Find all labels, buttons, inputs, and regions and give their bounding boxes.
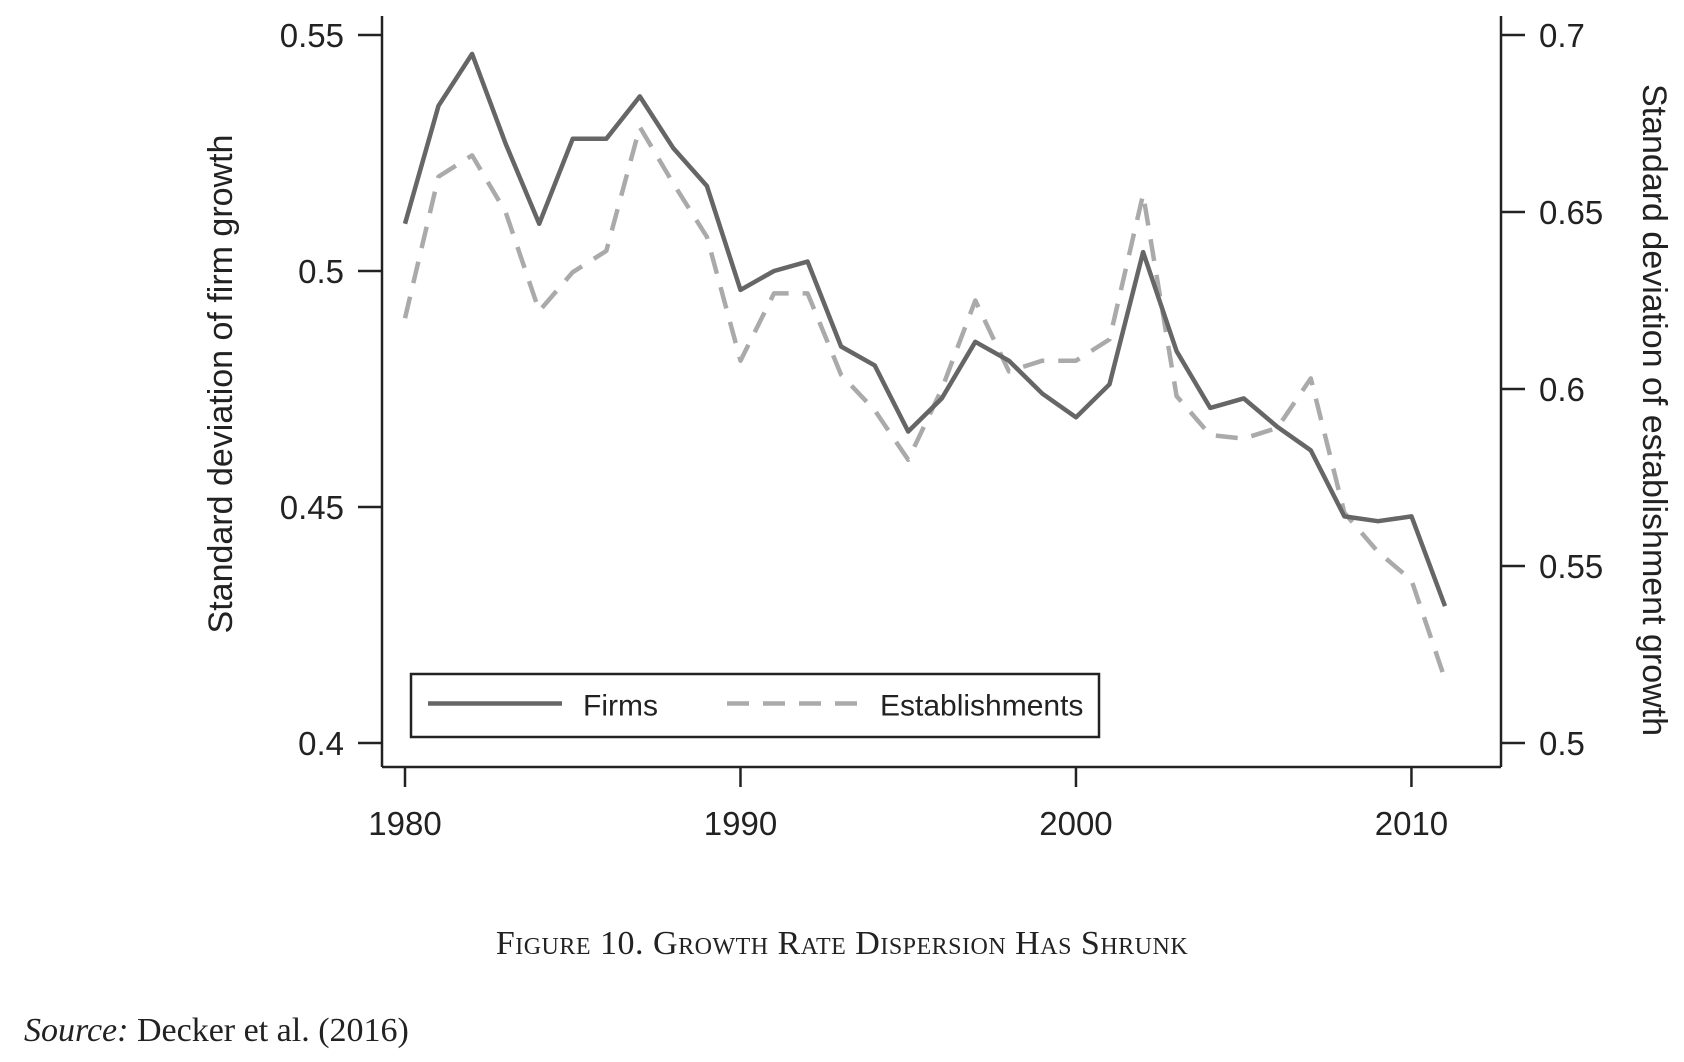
y-tick-label-left: 0.5 (298, 253, 344, 290)
series-layer (402, 51, 1448, 681)
y-tick-label-right: 0.7 (1539, 17, 1585, 54)
y-tick-label-left: 0.4 (298, 725, 344, 762)
y-axis-right-title: Standard deviation of establishment grow… (1635, 84, 1673, 736)
series-line-firms (402, 51, 1448, 607)
y-tick-label-left: 0.55 (280, 17, 344, 54)
y-tick-label-right: 0.55 (1539, 548, 1603, 585)
y-tick-label-right: 0.65 (1539, 194, 1603, 231)
y-tick-label-right: 0.5 (1539, 725, 1585, 762)
source-text: Decker et al. (2016) (128, 1012, 409, 1049)
x-tick-label: 2010 (1375, 805, 1448, 842)
chart: 1980 1990 2000 2010 0.4 0.45 0.5 0.55 0.5 0.55 0.6… (202, 16, 1673, 842)
series-line-establishments (402, 124, 1448, 681)
y-tick-label-left: 0.45 (280, 489, 344, 526)
x-tick-label: 2000 (1039, 805, 1112, 842)
y-axis-left-title: Standard deviation of firm growth (202, 135, 240, 634)
source-label: Source: (24, 1012, 129, 1049)
x-tick-label: 1980 (368, 805, 441, 842)
x-tick-label: 1990 (704, 805, 777, 842)
figure-caption: Figure 10. Growth Rate Dispersion Has Sh… (495, 925, 1189, 962)
y-tick-label-right: 0.6 (1539, 371, 1585, 408)
legend: Firms Establishments (409, 672, 1101, 739)
source-note: Source: Decker et al. (2016) (24, 1012, 409, 1050)
legend-label-establishments: Establishments (880, 690, 1083, 723)
axes: 1980 1990 2000 2010 0.4 0.45 0.5 0.55 0.5 0.55 0.6… (202, 16, 1673, 842)
legend-label-firms: Firms (583, 690, 658, 723)
